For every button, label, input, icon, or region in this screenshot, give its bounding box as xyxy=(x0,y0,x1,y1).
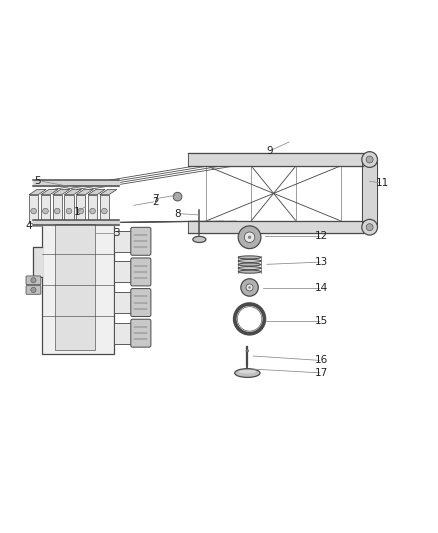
Polygon shape xyxy=(53,195,62,223)
Ellipse shape xyxy=(238,256,261,259)
Circle shape xyxy=(54,208,60,214)
Text: 15: 15 xyxy=(315,316,328,326)
Text: 12: 12 xyxy=(315,231,328,241)
FancyBboxPatch shape xyxy=(114,322,133,344)
Circle shape xyxy=(90,208,95,214)
Circle shape xyxy=(31,287,36,293)
Circle shape xyxy=(248,286,251,289)
Circle shape xyxy=(366,156,373,163)
Ellipse shape xyxy=(235,369,260,377)
Text: 2: 2 xyxy=(152,197,159,207)
FancyBboxPatch shape xyxy=(42,221,114,354)
Circle shape xyxy=(173,192,182,201)
Text: 17: 17 xyxy=(315,368,328,378)
Polygon shape xyxy=(53,189,70,195)
Polygon shape xyxy=(32,247,42,277)
Text: 1: 1 xyxy=(74,207,81,217)
FancyBboxPatch shape xyxy=(131,288,151,317)
Circle shape xyxy=(237,306,262,331)
Polygon shape xyxy=(88,195,97,223)
Ellipse shape xyxy=(238,266,261,270)
Polygon shape xyxy=(76,189,93,195)
Circle shape xyxy=(241,279,258,296)
Circle shape xyxy=(238,226,261,248)
FancyBboxPatch shape xyxy=(114,231,133,252)
Text: 11: 11 xyxy=(376,177,389,188)
FancyBboxPatch shape xyxy=(131,228,151,255)
Circle shape xyxy=(362,220,378,235)
Polygon shape xyxy=(64,189,81,195)
Ellipse shape xyxy=(238,263,261,266)
Text: 5: 5 xyxy=(35,176,41,187)
Circle shape xyxy=(78,208,84,214)
FancyBboxPatch shape xyxy=(114,262,133,282)
FancyBboxPatch shape xyxy=(55,224,95,350)
FancyBboxPatch shape xyxy=(26,276,41,285)
Circle shape xyxy=(366,224,373,231)
Circle shape xyxy=(362,152,378,167)
FancyBboxPatch shape xyxy=(131,319,151,347)
Text: 7: 7 xyxy=(152,194,159,204)
FancyBboxPatch shape xyxy=(26,286,41,294)
FancyBboxPatch shape xyxy=(131,258,151,286)
Circle shape xyxy=(31,208,36,214)
Circle shape xyxy=(31,278,36,283)
FancyBboxPatch shape xyxy=(114,292,133,313)
Polygon shape xyxy=(76,195,85,223)
Ellipse shape xyxy=(239,370,256,374)
Ellipse shape xyxy=(238,270,261,273)
Ellipse shape xyxy=(238,260,261,262)
Text: 4: 4 xyxy=(26,221,32,231)
Polygon shape xyxy=(88,189,105,195)
Polygon shape xyxy=(29,189,46,195)
Polygon shape xyxy=(100,195,109,223)
Polygon shape xyxy=(64,195,74,223)
Text: 16: 16 xyxy=(315,356,328,365)
Circle shape xyxy=(42,208,48,214)
Circle shape xyxy=(235,304,265,334)
Polygon shape xyxy=(41,189,58,195)
Ellipse shape xyxy=(193,236,206,243)
Circle shape xyxy=(244,232,255,243)
Text: 13: 13 xyxy=(315,257,328,267)
Circle shape xyxy=(66,208,72,214)
Polygon shape xyxy=(29,195,38,223)
Ellipse shape xyxy=(246,350,249,352)
Circle shape xyxy=(246,284,253,291)
Text: 9: 9 xyxy=(266,146,272,156)
Polygon shape xyxy=(41,195,50,223)
Polygon shape xyxy=(100,189,117,195)
Text: 14: 14 xyxy=(315,284,328,293)
Text: 8: 8 xyxy=(174,209,181,219)
Circle shape xyxy=(102,208,107,214)
Circle shape xyxy=(248,236,251,239)
Text: 3: 3 xyxy=(113,228,120,238)
